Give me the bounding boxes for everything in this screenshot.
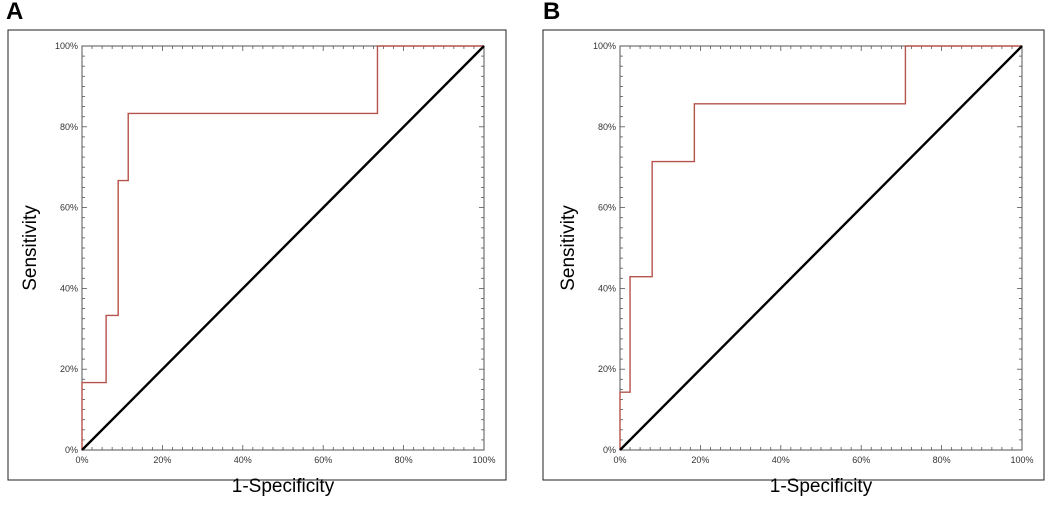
chart-panel-b: 0% 20% 40% 60% 80% 100% 0% 20% 40% 60% 80% 100% 1-Sp… — [542, 29, 1045, 497]
x-tick-label: 20% — [153, 455, 171, 465]
panel-frame — [7, 29, 507, 481]
x-tick-label: 80% — [933, 455, 951, 465]
roc-curve-line — [619, 45, 1022, 450]
y-tick-label: 80% — [60, 122, 78, 132]
x-tick-label: 20% — [691, 455, 709, 465]
y-axis-label: Sensitivity — [20, 205, 41, 291]
x-tick-label: 60% — [852, 455, 870, 465]
x-axis-label: 1-Specificity — [770, 476, 873, 497]
x-axis-label: 1-Specificity — [232, 476, 335, 497]
y-tick-label: 40% — [598, 283, 616, 293]
panel-frame — [542, 29, 1045, 481]
y-tick-label: 80% — [598, 122, 616, 132]
reference-diagonal-line — [619, 45, 1023, 451]
y-tick-label: 0% — [65, 445, 78, 455]
x-tick-label: 0% — [613, 455, 626, 465]
y-tick-label: 40% — [60, 283, 78, 293]
x-tick-label: 60% — [314, 455, 332, 465]
panel-label-a: A — [6, 0, 24, 25]
x-tick-label: 40% — [772, 455, 790, 465]
y-tick-label: 20% — [598, 364, 616, 374]
roc-curve-line — [81, 45, 484, 450]
reference-diagonal-line — [81, 45, 485, 451]
y-tick-label: 0% — [603, 445, 616, 455]
y-axis-label: Sensitivity — [558, 205, 579, 291]
y-tick-label: 60% — [598, 203, 616, 213]
x-tick-label: 80% — [395, 455, 413, 465]
panel-label-b: B — [543, 0, 561, 25]
y-tick-label: 60% — [60, 203, 78, 213]
y-tick-label: 100% — [55, 41, 78, 51]
chart-panel-a: 0% 20% 40% 60% 80% 100% 0% 20% 40% 60% 80% 100% 1-Sp… — [7, 29, 507, 497]
x-tick-label: 40% — [234, 455, 252, 465]
x-tick-label: 100% — [472, 455, 495, 465]
x-tick-label: 0% — [75, 455, 88, 465]
x-tick-label: 100% — [1010, 455, 1033, 465]
y-tick-label: 20% — [60, 364, 78, 374]
y-tick-label: 100% — [593, 41, 616, 51]
